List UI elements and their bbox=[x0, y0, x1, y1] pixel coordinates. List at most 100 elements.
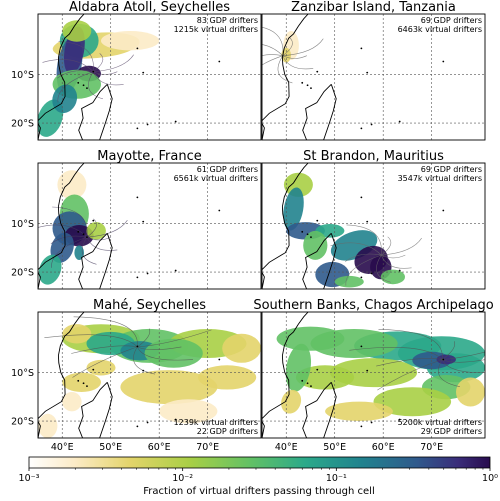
colorbar-tick-label: 10⁻¹ bbox=[326, 473, 347, 484]
drifter-track bbox=[345, 253, 382, 262]
virtual-count: 1239k virtual drifters bbox=[174, 418, 258, 427]
y-tick-label: 10°S bbox=[11, 368, 34, 379]
island-marker bbox=[174, 418, 177, 421]
density-cell bbox=[222, 333, 261, 363]
island-marker bbox=[370, 272, 373, 275]
island-marker bbox=[136, 425, 139, 428]
x-tick-label: 40°E bbox=[275, 442, 298, 453]
island-marker bbox=[136, 345, 139, 348]
y-tick-label: 20°S bbox=[11, 119, 34, 130]
island-marker bbox=[301, 81, 304, 84]
drifter-track bbox=[262, 27, 284, 56]
drifter-track bbox=[377, 359, 443, 391]
island-marker bbox=[218, 60, 221, 63]
africa-coastline bbox=[38, 312, 85, 438]
gridlines bbox=[38, 312, 261, 438]
island-marker bbox=[301, 230, 304, 233]
drifter-track bbox=[137, 346, 182, 350]
madagascar-coastline bbox=[302, 381, 337, 438]
island-marker bbox=[398, 269, 401, 272]
density-cell bbox=[38, 413, 58, 438]
x-tick-label: 40°E bbox=[51, 442, 74, 453]
madagascar-coastline bbox=[302, 232, 337, 289]
y-tick-label: 20°S bbox=[11, 417, 34, 428]
gridlines bbox=[262, 14, 485, 140]
drifter-track bbox=[442, 341, 456, 360]
density-cell bbox=[144, 338, 203, 368]
island-marker bbox=[174, 269, 177, 272]
island-marker bbox=[92, 70, 95, 73]
density-cell bbox=[52, 84, 78, 114]
drifter-track bbox=[330, 242, 382, 256]
density-cell bbox=[62, 392, 82, 412]
island-marker bbox=[442, 209, 445, 212]
island-marker bbox=[86, 385, 88, 388]
colorbar-tick-label: 10⁻² bbox=[172, 473, 193, 484]
density-cell bbox=[380, 269, 405, 285]
island-marker bbox=[366, 71, 369, 74]
drifter-track bbox=[44, 334, 138, 348]
drifter-track bbox=[93, 71, 124, 86]
density-cell bbox=[62, 372, 101, 392]
island-marker bbox=[310, 87, 312, 90]
drifter-track bbox=[282, 55, 314, 70]
density-cell bbox=[120, 370, 218, 405]
drifter-track bbox=[42, 59, 94, 72]
panel-title: Southern Banks, Chagos Archipelago bbox=[253, 298, 493, 313]
gridlines bbox=[262, 163, 485, 289]
drifter-track bbox=[378, 329, 443, 360]
drifter-track bbox=[137, 346, 194, 361]
drifter-track bbox=[442, 359, 485, 363]
density-cell bbox=[285, 343, 312, 392]
island-marker bbox=[218, 358, 221, 361]
island-marker bbox=[77, 230, 80, 233]
density-cell bbox=[101, 31, 160, 51]
x-tick-label: 60°E bbox=[372, 442, 395, 453]
drifter-track bbox=[57, 71, 94, 103]
drifter-track bbox=[81, 236, 97, 265]
drifter-track bbox=[438, 359, 460, 387]
gdp-trajectories bbox=[42, 41, 134, 103]
density-cell bbox=[38, 254, 62, 285]
drifter-track bbox=[376, 254, 391, 283]
drifter-track bbox=[442, 351, 485, 360]
density-cell bbox=[86, 359, 116, 376]
island-marker bbox=[77, 81, 80, 84]
island-marker bbox=[92, 219, 95, 222]
island-marker bbox=[360, 345, 363, 348]
island-marker bbox=[306, 84, 309, 87]
colorbar-label: Fraction of virtual drifters passing thr… bbox=[143, 486, 374, 497]
density-cell bbox=[159, 399, 218, 424]
gdp-trajectories bbox=[262, 27, 324, 84]
island-marker bbox=[136, 196, 139, 199]
island-marker bbox=[310, 385, 312, 388]
heatmap-cells bbox=[38, 170, 106, 285]
island-marker bbox=[306, 233, 309, 236]
island-marker bbox=[174, 120, 177, 123]
madagascar-coastline bbox=[78, 232, 113, 289]
drifter-track bbox=[381, 236, 392, 256]
drifter-track bbox=[58, 41, 94, 72]
drifter-track bbox=[93, 54, 134, 72]
density-cell bbox=[62, 20, 92, 42]
density-cell bbox=[295, 365, 355, 390]
drifter-track bbox=[262, 54, 283, 56]
y-tick-label: 20°S bbox=[11, 268, 34, 279]
madagascar-coastline bbox=[78, 381, 113, 438]
island-marker bbox=[301, 379, 304, 382]
gdp-count: 61 GDP drifters bbox=[197, 165, 258, 174]
africa-coastline bbox=[262, 163, 309, 289]
island-marker bbox=[218, 209, 221, 212]
drifter-track bbox=[376, 358, 443, 367]
virtual-count: 5200k virtual drifters bbox=[398, 418, 482, 427]
island-marker bbox=[82, 233, 85, 236]
gdp-count: 69 GDP drifters bbox=[421, 16, 482, 25]
x-tick-label: 70°E bbox=[420, 442, 443, 453]
density-cell bbox=[456, 377, 485, 407]
